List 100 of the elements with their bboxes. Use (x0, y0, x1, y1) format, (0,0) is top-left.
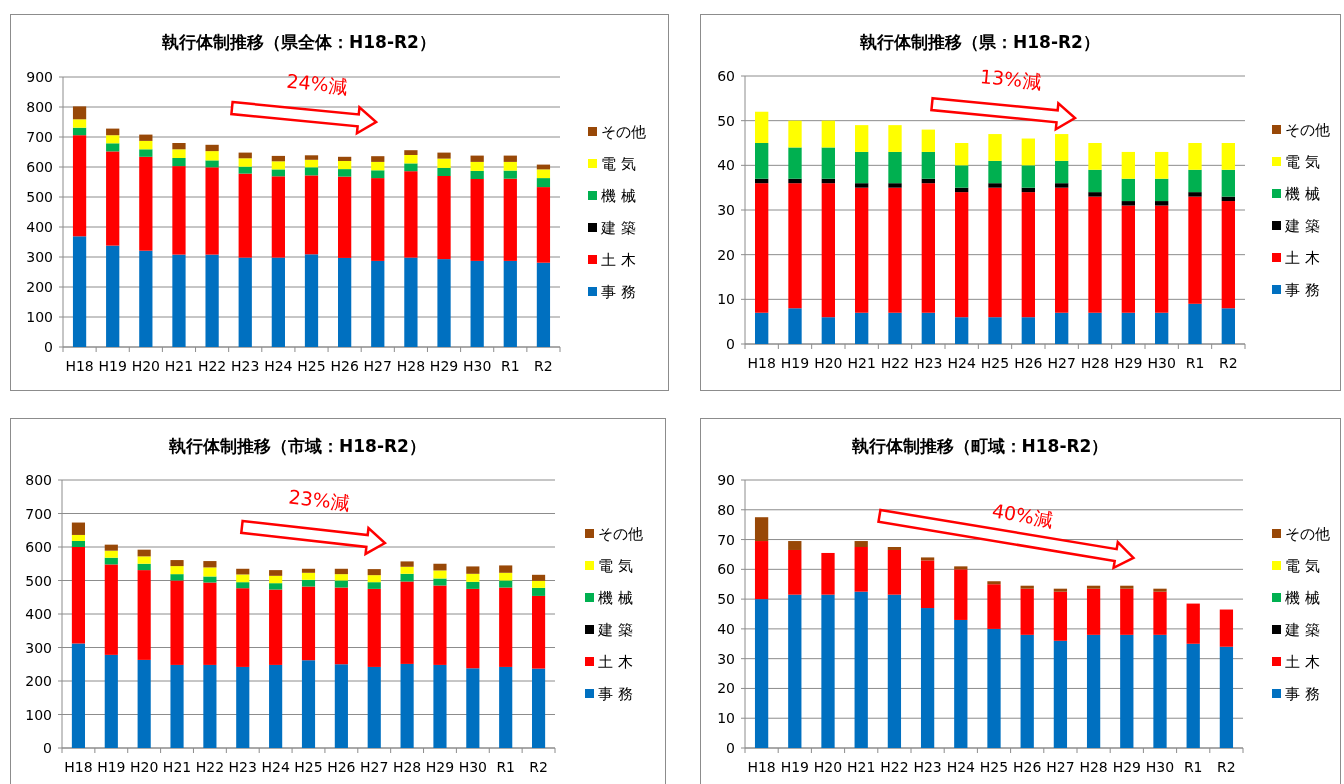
legend-label: 電 気 (1285, 153, 1320, 171)
bar (72, 236, 87, 347)
bar (499, 580, 513, 588)
legend-label: 建 築 (597, 621, 633, 639)
bar (855, 151, 869, 184)
bar (334, 568, 348, 575)
bar (437, 152, 451, 159)
bar (921, 312, 935, 344)
y-tick-label: 800 (26, 99, 53, 115)
bar (269, 570, 283, 576)
bar (137, 556, 151, 564)
bar (1055, 187, 1069, 313)
bar (236, 574, 250, 583)
bar (821, 594, 835, 748)
y-tick-label: 100 (26, 309, 53, 325)
x-tick-label: H18 (64, 759, 93, 775)
bar (139, 156, 153, 251)
bar (855, 312, 869, 344)
x-tick-label: R2 (534, 358, 553, 374)
bar (1219, 609, 1234, 647)
bar (821, 120, 835, 148)
bar (304, 254, 319, 347)
x-tick-label: H27 (1047, 355, 1076, 371)
bar (1188, 303, 1202, 344)
bar (954, 569, 968, 620)
annotation: 13%減 (979, 65, 1043, 93)
bar (854, 547, 868, 592)
bar (788, 308, 802, 344)
bar (338, 169, 352, 177)
bar (269, 589, 283, 665)
legend-label: 建 築 (1284, 621, 1320, 639)
bar (371, 178, 385, 261)
x-tick-label: H26 (1013, 759, 1042, 775)
x-tick-label: H25 (294, 759, 323, 775)
bar (1088, 169, 1102, 193)
bar (338, 161, 352, 170)
bar (754, 541, 769, 600)
bar (400, 581, 414, 664)
x-tick-label: H18 (65, 358, 94, 374)
bar (269, 575, 283, 584)
bar (334, 580, 348, 588)
legend-label: 事 務 (601, 283, 636, 301)
bar (334, 587, 348, 665)
bar (205, 160, 219, 168)
x-tick-label: H24 (264, 358, 293, 374)
bar (988, 183, 1002, 188)
legend-label: 電 気 (601, 155, 636, 173)
x-tick-label: H29 (425, 759, 455, 775)
x-tick-label: R2 (1217, 759, 1236, 775)
y-tick-label: 0 (726, 740, 735, 756)
y-tick-label: 0 (726, 336, 735, 352)
bar (466, 588, 480, 669)
bar (1121, 205, 1135, 313)
bar (788, 594, 802, 748)
bar (1153, 634, 1167, 748)
x-tick-label: H21 (847, 355, 876, 371)
bar (71, 540, 86, 547)
bar (855, 183, 869, 188)
bar (1188, 196, 1202, 304)
y-tick-label: 100 (25, 706, 52, 723)
bar (788, 178, 802, 184)
bar (437, 158, 451, 168)
bar (531, 668, 546, 748)
bar (988, 160, 1002, 184)
bar (470, 179, 484, 261)
bar (203, 576, 217, 583)
y-tick-label: 0 (44, 339, 53, 355)
bar (1153, 591, 1167, 635)
x-tick-label: H23 (913, 759, 942, 775)
bar (955, 165, 969, 188)
legend-label: 電 気 (598, 557, 633, 575)
chart-title: 執行体制推移（県：H18-R2） (859, 32, 1100, 52)
x-tick-label: R1 (496, 759, 516, 775)
x-tick-label: R1 (1185, 355, 1205, 371)
bar (72, 119, 87, 128)
bar (106, 143, 120, 152)
bar (755, 143, 769, 179)
bar (400, 566, 414, 574)
x-tick-label: R1 (500, 358, 520, 374)
bar (236, 666, 250, 748)
bar (821, 183, 835, 318)
y-tick-label: 600 (25, 539, 52, 555)
bar (1155, 201, 1169, 206)
bar (1053, 591, 1068, 641)
legend-label: その他 (1285, 121, 1330, 139)
x-tick-label: H30 (462, 358, 492, 374)
bar (71, 643, 86, 748)
x-tick-label: H23 (228, 759, 257, 775)
bar (334, 664, 348, 748)
bar (888, 125, 902, 152)
x-tick-label: H26 (327, 759, 356, 775)
legend-label: 事 務 (1285, 281, 1320, 299)
bar (338, 176, 352, 258)
bar (433, 570, 447, 579)
bar (172, 166, 186, 255)
bar (888, 187, 902, 313)
x-tick-label: H19 (97, 759, 126, 775)
y-tick-label: 700 (26, 129, 53, 145)
legend-label: 土 木 (1285, 249, 1320, 267)
bar (1088, 143, 1102, 170)
